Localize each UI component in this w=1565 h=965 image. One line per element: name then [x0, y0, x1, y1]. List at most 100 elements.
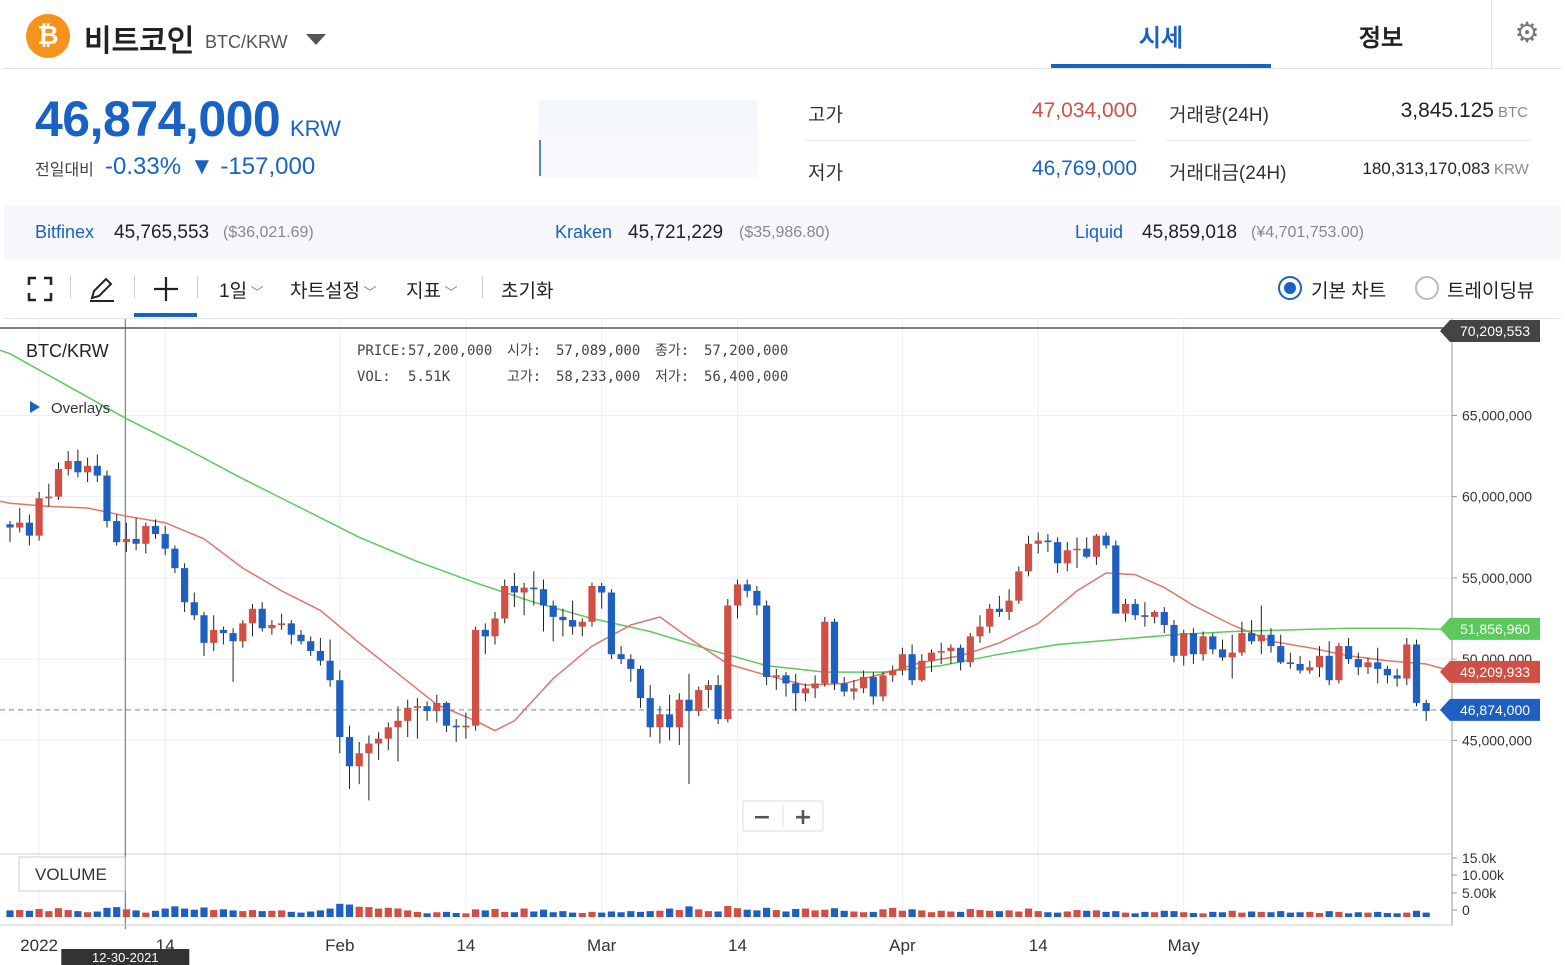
price-tags: 70,209,553 51,856,960 49,209,933 46,874,000	[1440, 320, 1540, 721]
candle-body	[433, 702, 441, 712]
volume-bar	[1306, 911, 1314, 917]
volume-bar	[937, 910, 945, 917]
volume-bar	[588, 911, 596, 917]
volume-bar	[93, 911, 101, 917]
interval-select[interactable]: 1일 ﹀	[219, 276, 264, 303]
candle-body	[1112, 545, 1120, 614]
overlays-triangle-icon[interactable]	[30, 401, 40, 413]
candle-body	[1403, 644, 1411, 679]
price-chart[interactable]: 45,000,00050,000,00055,000,00060,000,000…	[0, 319, 1565, 965]
candle-body	[957, 647, 965, 663]
candle-body	[1315, 655, 1324, 668]
candle-body	[1180, 633, 1188, 656]
volume-bar	[423, 913, 431, 917]
volume-bar	[481, 910, 489, 917]
candle-body	[1325, 655, 1333, 681]
candle-body	[239, 623, 247, 642]
candle-body	[278, 623, 286, 625]
volume-bar	[1374, 911, 1382, 917]
candle-body	[1296, 663, 1304, 671]
radio-tradingview[interactable]	[1415, 276, 1439, 300]
active-tool-underline	[134, 313, 197, 317]
volume-bar	[103, 907, 111, 917]
radio-basic-chart-label[interactable]: 기본 차트	[1311, 281, 1387, 302]
fullscreen-icon[interactable]	[27, 276, 53, 302]
volume-bar	[578, 912, 586, 917]
candle-body	[976, 626, 984, 637]
indicators-menu[interactable]: 지표 ﹀	[406, 276, 458, 303]
volume-bar	[559, 911, 567, 917]
candle-body	[918, 660, 926, 681]
coin-pair[interactable]: BTC/KRW	[205, 32, 288, 52]
volume-bar	[161, 908, 169, 917]
candle-body	[1228, 652, 1236, 658]
x-tick-label: Mar	[587, 936, 617, 955]
tab-market-price[interactable]: 시세	[1138, 24, 1184, 52]
volume-bar	[472, 909, 480, 917]
candle-body	[1073, 548, 1081, 551]
candle-body	[1257, 634, 1265, 642]
overlays-toggle[interactable]: Overlays	[51, 400, 110, 417]
reset-button[interactable]: 초기화	[501, 281, 554, 302]
volume-bar	[792, 908, 800, 917]
candle-body	[520, 587, 528, 593]
volume-bar	[210, 910, 218, 917]
volume-bar	[889, 907, 897, 917]
active-tab-underline	[1051, 64, 1271, 68]
volume-bar	[1170, 911, 1178, 917]
candle-body	[588, 586, 596, 622]
chart-settings-menu[interactable]: 차트설정 ﹀	[290, 276, 377, 303]
exchange-strip	[4, 206, 1561, 259]
candle-body	[792, 683, 800, 694]
volume-bar	[1364, 912, 1372, 917]
volume-bar	[404, 910, 412, 917]
exchange-usd: ($36,021.69)	[223, 224, 314, 241]
price-tag-label-top: 70,209,553	[1460, 323, 1530, 339]
volume-bar	[801, 908, 809, 917]
candle-body	[675, 699, 683, 728]
tab-info[interactable]: 정보	[1358, 24, 1404, 52]
volume-bar	[898, 910, 906, 917]
candle-body	[45, 496, 53, 499]
crosshair-icon[interactable]	[153, 276, 179, 302]
radio-basic-chart[interactable]	[1278, 276, 1302, 300]
radio-tradingview-label[interactable]: 트레이딩뷰	[1447, 281, 1535, 302]
vol-tick-label: 10.00k	[1462, 867, 1505, 883]
zoom-in-button[interactable]: +	[794, 805, 812, 830]
x-tick-label: 2022	[20, 936, 58, 955]
candle-body	[869, 676, 877, 697]
candle-body	[646, 698, 654, 728]
candle-body	[1374, 662, 1382, 669]
price-tag-label-ma_long: 51,856,960	[1460, 621, 1530, 637]
candle-body	[782, 675, 790, 684]
chart-toolbar	[4, 259, 1561, 319]
volume-bar	[1228, 910, 1236, 917]
chart-symbol: BTC/KRW	[26, 341, 109, 361]
zoom-out-button[interactable]: −	[753, 805, 771, 830]
volume-bar	[316, 910, 324, 917]
volume-bar	[947, 911, 955, 917]
volume-bar	[239, 911, 247, 917]
coin-dropdown-chevron-icon[interactable]	[306, 34, 326, 45]
exchange-name[interactable]: Liquid	[1075, 222, 1124, 242]
volume-bar	[860, 912, 868, 917]
volume-bar	[840, 910, 848, 917]
exchange-name[interactable]: Kraken	[555, 222, 613, 242]
volume-bar	[375, 908, 383, 917]
volume-bar	[1354, 912, 1362, 917]
candle-body	[986, 608, 994, 627]
volume-bar	[113, 907, 121, 917]
pencil-icon[interactable]	[88, 276, 116, 302]
volume-bar	[1092, 910, 1100, 917]
candle-body	[423, 706, 431, 712]
volume-bar	[656, 910, 664, 917]
candle-body	[1160, 611, 1168, 625]
gear-icon[interactable]: ⚙	[1514, 17, 1540, 48]
volume-bar	[307, 911, 315, 917]
candle-body	[84, 465, 92, 473]
exchange-name[interactable]: Bitfinex	[35, 222, 95, 242]
coin-name[interactable]: 비트코인	[84, 24, 195, 59]
candle-body	[908, 654, 916, 681]
volume-bar	[753, 910, 761, 917]
exchange-usd: ($35,986.80)	[739, 224, 830, 241]
